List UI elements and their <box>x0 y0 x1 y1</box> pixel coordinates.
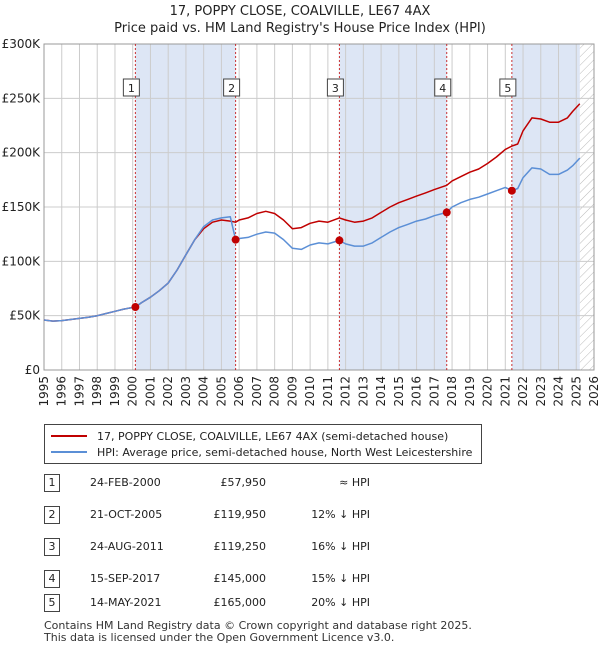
x-tick-label: 2015 <box>392 376 406 407</box>
transaction-hpi: 12% ↓ HPI <box>311 508 370 521</box>
y-tick-label: £250K <box>2 91 42 105</box>
x-tick-label: 2012 <box>339 376 353 407</box>
y-tick-label: £150K <box>2 200 42 214</box>
x-tick-label: 2007 <box>250 376 264 407</box>
y-tick-label: £0 <box>25 363 40 377</box>
legend-swatch-property <box>51 435 87 437</box>
x-tick-label: 2016 <box>410 376 424 407</box>
transaction-hpi: ≈ HPI <box>339 476 370 489</box>
sale-number-label: 1 <box>128 82 135 95</box>
legend-item-hpi: HPI: Average price, semi-detached house,… <box>51 444 472 460</box>
transaction-date: 14-MAY-2021 <box>90 596 162 609</box>
x-tick-label: 2017 <box>427 376 441 407</box>
table-row: 3 24-AUG-2011 £119,250 16% ↓ HPI <box>0 538 600 560</box>
legend-label-hpi: HPI: Average price, semi-detached house,… <box>97 445 473 459</box>
transaction-hpi: 15% ↓ HPI <box>311 572 370 585</box>
transaction-number: 2 <box>44 506 60 524</box>
y-tick-label: £300K <box>2 37 42 51</box>
sale-point <box>131 303 140 312</box>
x-tick-label: 2002 <box>161 376 175 407</box>
transaction-date: 21-OCT-2005 <box>90 508 163 521</box>
hpi-line <box>43 157 581 322</box>
footer-copyright: Contains HM Land Registry data © Crown c… <box>44 619 472 632</box>
plot-frame <box>43 43 595 371</box>
sale-number-box <box>499 78 517 97</box>
transaction-date: 24-AUG-2011 <box>90 540 164 553</box>
sale-point <box>507 186 516 195</box>
sale-number-box <box>223 78 241 97</box>
table-row: 1 24-FEB-2000 £57,950 ≈ HPI <box>0 474 600 496</box>
sale-point <box>442 208 451 217</box>
footer: Contains HM Land Registry data © Crown c… <box>44 620 472 644</box>
x-tick-label: 2024 <box>552 376 566 407</box>
sale-number-label: 2 <box>228 82 235 95</box>
transaction-price: £119,950 <box>213 508 267 521</box>
x-tick-label: 2000 <box>126 376 140 407</box>
property-price-line <box>43 103 581 322</box>
transaction-price: £145,000 <box>213 572 267 585</box>
x-tick-label: 2019 <box>463 376 477 407</box>
x-tick-label: 2013 <box>356 376 370 407</box>
x-tick-label: 1999 <box>108 376 122 407</box>
x-tick-label: 2026 <box>587 376 600 407</box>
transaction-number: 1 <box>44 474 60 492</box>
legend: 17, POPPY CLOSE, COALVILLE, LE67 4AX (se… <box>44 424 482 464</box>
transaction-hpi: 16% ↓ HPI <box>311 540 370 553</box>
legend-item-property: 17, POPPY CLOSE, COALVILLE, LE67 4AX (se… <box>51 428 448 444</box>
x-tick-label: 1995 <box>37 376 51 407</box>
transaction-price: £57,950 <box>220 476 267 489</box>
legend-label-property: 17, POPPY CLOSE, COALVILLE, LE67 4AX (se… <box>97 429 449 443</box>
x-tick-label: 1998 <box>90 376 104 407</box>
x-tick-label: 2014 <box>374 376 388 407</box>
transaction-hpi: 20% ↓ HPI <box>311 596 370 609</box>
sale-point <box>231 235 240 244</box>
x-tick-label: 2018 <box>445 376 459 407</box>
x-tick-label: 2006 <box>232 376 246 407</box>
x-tick-label: 2023 <box>534 376 548 407</box>
legend-swatch-hpi <box>51 451 87 453</box>
transaction-price: £165,000 <box>213 596 267 609</box>
sale-point <box>335 236 344 245</box>
sale-number-label: 5 <box>504 82 511 95</box>
sale-number-label: 4 <box>439 82 446 95</box>
sale-number-box <box>122 78 140 97</box>
x-tick-label: 2008 <box>268 376 282 407</box>
x-tick-label: 2011 <box>321 376 335 407</box>
x-tick-label: 2020 <box>481 376 495 407</box>
x-tick-label: 1996 <box>55 376 69 407</box>
transaction-number: 5 <box>44 594 60 612</box>
table-row: 4 15-SEP-2017 £145,000 15% ↓ HPI <box>0 570 600 592</box>
transaction-date: 24-FEB-2000 <box>90 476 161 489</box>
transaction-number: 3 <box>44 538 60 556</box>
x-tick-label: 2001 <box>143 376 157 407</box>
x-tick-label: 2021 <box>498 376 512 407</box>
sale-number-box <box>326 78 344 97</box>
x-tick-label: 1997 <box>72 376 86 407</box>
chart-title: 17, POPPY CLOSE, COALVILLE, LE67 4AX <box>169 4 431 19</box>
chart-subtitle: Price paid vs. HM Land Registry's House … <box>114 21 486 36</box>
x-tick-label: 2009 <box>285 376 299 407</box>
transaction-number: 4 <box>44 570 60 588</box>
sale-number-box <box>434 78 452 97</box>
table-row: 2 21-OCT-2005 £119,950 12% ↓ HPI <box>0 506 600 528</box>
x-tick-label: 2005 <box>214 376 228 407</box>
y-tick-label: £100K <box>2 254 42 268</box>
y-tick-label: £50K <box>9 309 41 323</box>
x-tick-label: 2003 <box>179 376 193 407</box>
x-tick-label: 2025 <box>569 376 583 407</box>
footer-licence: This data is licensed under the Open Gov… <box>44 631 395 644</box>
transaction-price: £119,250 <box>213 540 267 553</box>
y-tick-label: £200K <box>2 146 42 160</box>
x-tick-label: 2022 <box>516 376 530 407</box>
sale-number-label: 3 <box>332 82 339 95</box>
transaction-date: 15-SEP-2017 <box>90 572 161 585</box>
x-tick-label: 2004 <box>197 376 211 407</box>
table-row: 5 14-MAY-2021 £165,000 20% ↓ HPI <box>0 594 600 616</box>
x-tick-label: 2010 <box>303 376 317 407</box>
